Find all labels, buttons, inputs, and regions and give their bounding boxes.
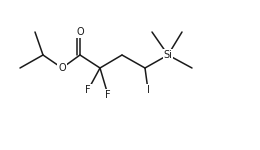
Text: O: O [76, 27, 84, 37]
Text: F: F [105, 90, 111, 100]
Text: I: I [147, 85, 150, 95]
Text: Si: Si [164, 50, 172, 60]
Text: F: F [85, 85, 91, 95]
Text: O: O [58, 63, 66, 73]
